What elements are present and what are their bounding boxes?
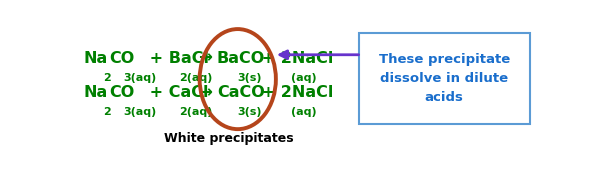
Text: + CaCl: + CaCl <box>144 85 208 100</box>
Text: BaCO: BaCO <box>217 51 265 66</box>
Text: CaCO: CaCO <box>217 85 265 100</box>
Text: Na: Na <box>83 51 107 66</box>
Text: 2(aq): 2(aq) <box>179 73 212 83</box>
Text: 3(aq): 3(aq) <box>124 73 157 83</box>
Text: 2: 2 <box>103 73 110 83</box>
Text: 2: 2 <box>103 107 110 117</box>
Text: + 2NaCl: + 2NaCl <box>256 51 334 66</box>
Text: Na: Na <box>83 85 107 100</box>
Text: (aq): (aq) <box>291 73 317 83</box>
Text: 3(aq): 3(aq) <box>124 107 157 117</box>
FancyBboxPatch shape <box>359 33 530 124</box>
Text: + 2NaCl: + 2NaCl <box>256 85 334 100</box>
Text: White precipitates: White precipitates <box>164 132 293 145</box>
Text: 3(s): 3(s) <box>237 107 262 117</box>
Text: CO: CO <box>109 51 134 66</box>
Text: →: → <box>198 49 212 67</box>
Text: 2(aq): 2(aq) <box>179 107 212 117</box>
Text: These precipitate
dissolve in dilute
acids: These precipitate dissolve in dilute aci… <box>379 53 510 104</box>
Text: CO: CO <box>109 85 134 100</box>
Text: →: → <box>198 83 212 101</box>
Text: + BaCl: + BaCl <box>144 51 209 66</box>
Text: 3(s): 3(s) <box>237 73 262 83</box>
Text: (aq): (aq) <box>291 107 317 117</box>
